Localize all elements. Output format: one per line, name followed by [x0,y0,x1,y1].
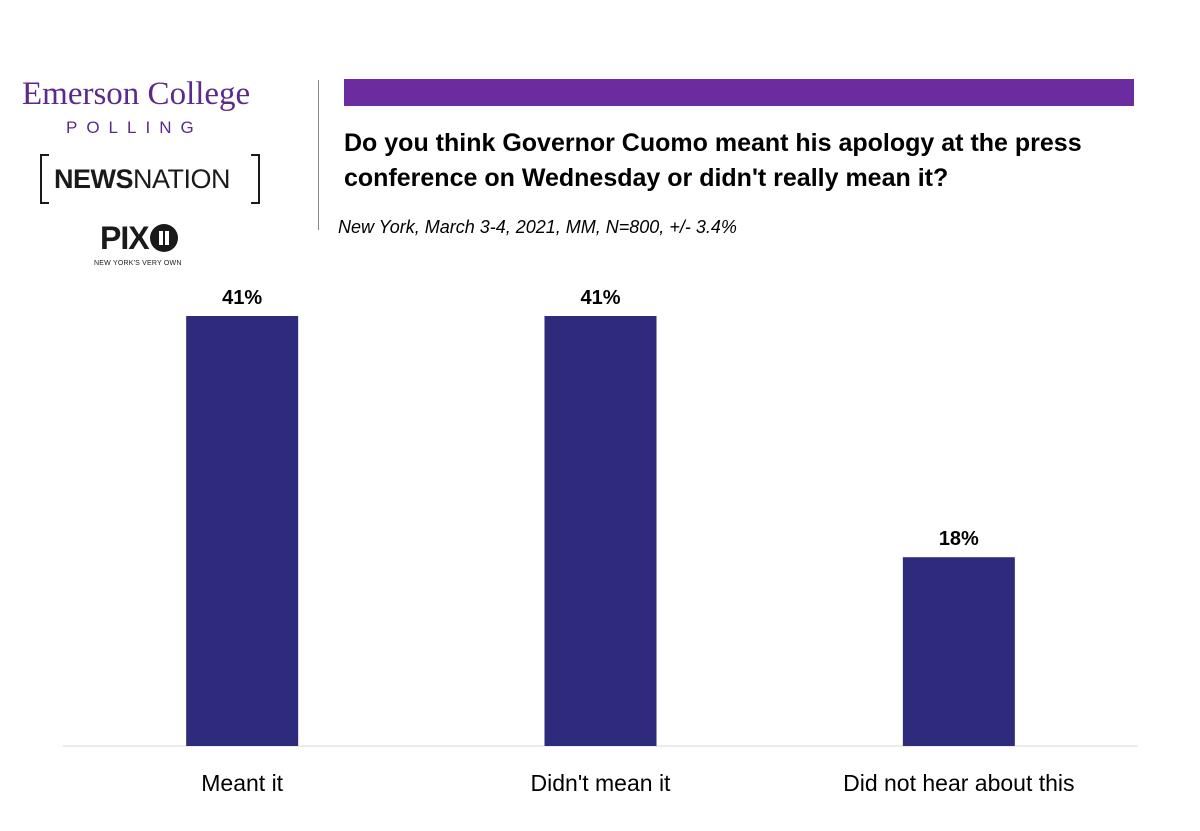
emerson-polling-logo-text: POLLING [66,118,203,137]
header-divider [318,80,319,230]
newsnation-right-bracket [251,154,260,204]
pix11-logo: PIX [100,220,178,260]
bar-2 [902,557,1015,746]
data-label-0: 41% [222,287,262,309]
category-label-0: Meant it [201,770,283,796]
category-label-2: Did not hear about this [843,770,1074,796]
newsnation-logo-light: NATION [133,164,231,194]
pix11-tagline: NEW YORK'S VERY OWN [94,260,182,267]
chart-title: Do you think Governor Cuomo meant his ap… [344,129,1082,192]
chart-subtitle: New York, March 3-4, 2021, MM, N=800, +/… [338,217,737,237]
data-label-2: 18% [939,528,979,550]
bar-0 [186,316,299,746]
accent-bar [344,79,1134,106]
pix11-logo-text: PIX [100,220,150,256]
newsnation-logo-text: NEWSNATION [54,164,231,195]
bar-1 [544,316,657,746]
newsnation-left-bracket [40,154,49,204]
emerson-college-logo: Emerson College [22,76,251,112]
category-label-1: Didn't mean it [531,770,672,796]
data-label-1: 41% [580,287,620,309]
pix11-eleven-icon [149,224,178,252]
newsnation-logo-bold: NEWS [54,164,134,194]
newsnation-logo: NEWSNATION [40,154,260,204]
